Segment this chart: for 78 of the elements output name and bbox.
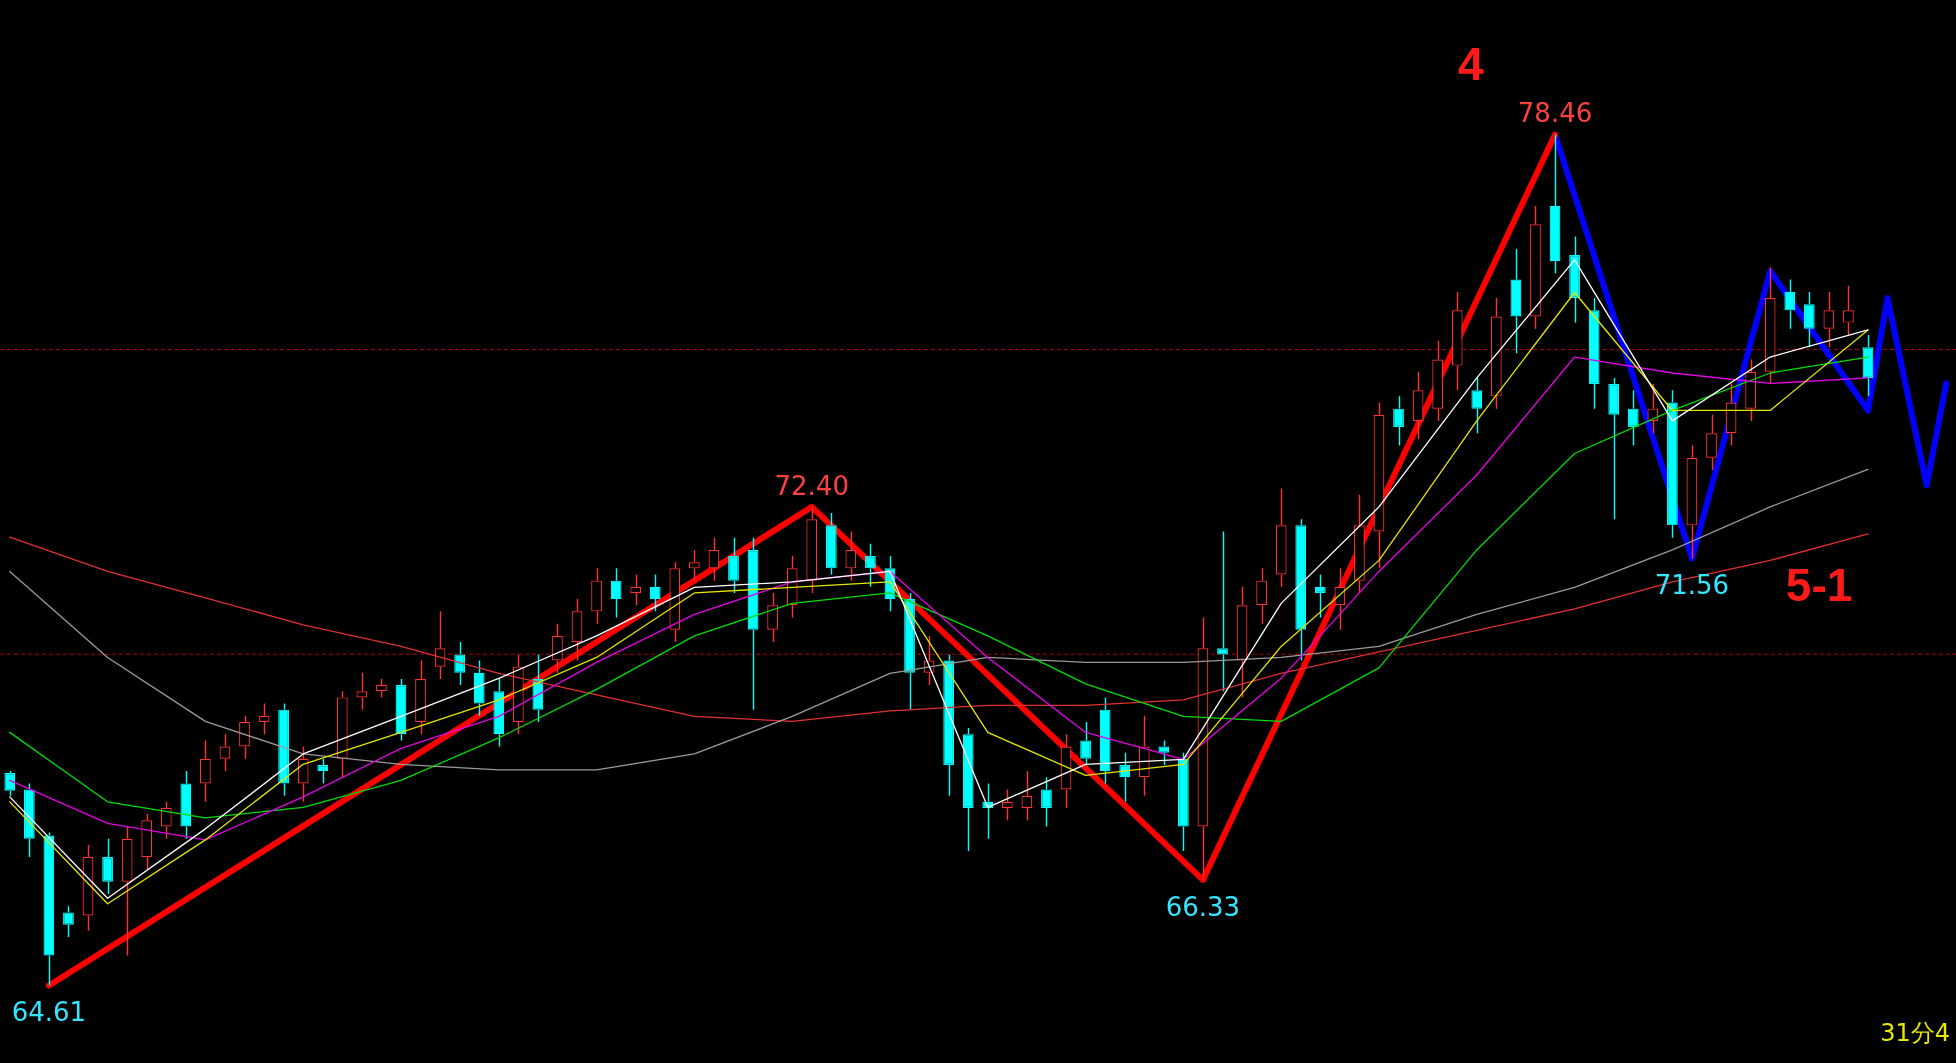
candlestick bbox=[767, 592, 778, 643]
candlestick bbox=[102, 837, 113, 895]
candlestick bbox=[610, 567, 622, 619]
candlestick bbox=[1432, 340, 1444, 422]
candlestick bbox=[1588, 297, 1600, 410]
annotation: 5-1 bbox=[1785, 558, 1853, 611]
data-label: 66.33 bbox=[1165, 891, 1241, 922]
candlestick bbox=[1080, 721, 1091, 766]
candlestick bbox=[1412, 371, 1424, 441]
candlestick bbox=[591, 567, 602, 625]
candlestick bbox=[728, 536, 739, 594]
candlestick bbox=[1862, 334, 1874, 398]
candlestick bbox=[1627, 389, 1639, 447]
candlestick bbox=[356, 672, 368, 711]
candlestick bbox=[1686, 444, 1698, 560]
candlestick bbox=[1275, 487, 1287, 588]
candlestick bbox=[845, 530, 857, 582]
candlestick bbox=[1197, 616, 1209, 881]
candlestick bbox=[1373, 401, 1385, 570]
candlestick bbox=[1784, 278, 1796, 330]
candlestick bbox=[1354, 493, 1365, 594]
candlestick bbox=[1451, 291, 1463, 391]
candlestick bbox=[141, 813, 153, 871]
candlestick bbox=[630, 573, 642, 606]
candlestick bbox=[1490, 297, 1502, 410]
data-label: 64.61 bbox=[11, 997, 87, 1028]
candlestick bbox=[1549, 133, 1561, 275]
text: 31分4 bbox=[1880, 1019, 1951, 1048]
candlestick bbox=[571, 598, 583, 662]
candlestick bbox=[962, 727, 974, 852]
candlestick bbox=[82, 844, 94, 932]
candlestick bbox=[121, 825, 133, 957]
candlestick bbox=[180, 770, 192, 840]
data-label: 78.46 bbox=[1517, 98, 1593, 129]
candlestick bbox=[1510, 248, 1522, 355]
candlestick bbox=[512, 653, 524, 735]
candlestick bbox=[415, 659, 426, 735]
candlestick bbox=[1745, 358, 1756, 422]
candlestick bbox=[473, 659, 485, 717]
candlestick bbox=[825, 512, 837, 576]
candlestick bbox=[1803, 291, 1815, 348]
candlestick bbox=[1178, 751, 1189, 852]
candlestick bbox=[336, 690, 348, 778]
candlestick bbox=[1314, 573, 1326, 619]
candlestick bbox=[1217, 530, 1228, 692]
candlestick bbox=[1823, 291, 1835, 348]
candlestick bbox=[1569, 235, 1580, 324]
data-label: 71.56 bbox=[1654, 570, 1730, 601]
candlestick bbox=[1041, 776, 1052, 828]
candlestick bbox=[689, 549, 700, 582]
candlestick bbox=[1099, 696, 1111, 785]
candlestick bbox=[317, 758, 329, 785]
candlestick bbox=[200, 739, 211, 803]
candlestick bbox=[943, 653, 955, 797]
candlestick bbox=[454, 641, 466, 686]
candlestick bbox=[278, 702, 289, 797]
candlestick bbox=[1001, 788, 1013, 821]
candlestick bbox=[43, 831, 55, 987]
candlestick bbox=[258, 702, 270, 735]
candlestick bbox=[747, 536, 759, 711]
candlestick bbox=[806, 506, 818, 594]
candlestick bbox=[1393, 395, 1404, 447]
candlestick bbox=[23, 782, 35, 858]
candlestick bbox=[708, 536, 720, 582]
candlestick bbox=[1706, 414, 1717, 471]
candlestick bbox=[552, 622, 563, 674]
candlestick bbox=[1236, 586, 1248, 699]
candlestick bbox=[1295, 518, 1307, 662]
candlestick bbox=[493, 678, 505, 748]
text: 4 bbox=[1458, 38, 1485, 91]
data-label: 72.40 bbox=[774, 470, 849, 501]
candlestick bbox=[1471, 377, 1483, 434]
candlestick bbox=[1256, 567, 1267, 625]
candlestick bbox=[1667, 389, 1678, 539]
candlestick bbox=[1764, 266, 1776, 385]
candlestick bbox=[1725, 383, 1737, 447]
candlestick bbox=[1608, 377, 1620, 520]
candlestick bbox=[239, 715, 250, 760]
